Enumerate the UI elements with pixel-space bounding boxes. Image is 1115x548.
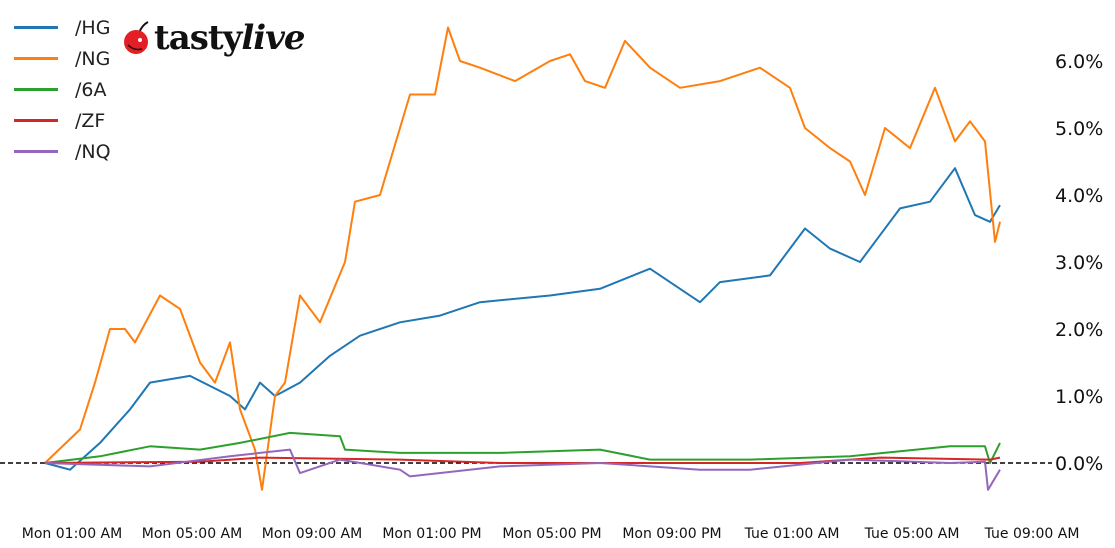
x-tick-label: Tue 05:00 AM [864,526,960,542]
legend-swatch [14,150,58,153]
legend-item-hg: /HG [14,12,111,43]
y-tick-label: 0.0% [1055,453,1103,475]
x-tick-label: Mon 01:00 AM [22,526,122,542]
legend-label: /6A [75,78,107,101]
legend: /HG /NG /6A /ZF /NQ [14,12,111,167]
legend-swatch [14,26,58,29]
y-tick-label: 6.0% [1055,51,1103,73]
y-tick-label: 3.0% [1055,252,1103,274]
legend-item-ng: /NG [14,43,111,74]
y-tick-label: 2.0% [1055,319,1103,341]
x-tick-label: Mon 05:00 AM [142,526,242,542]
legend-label: /NG [75,47,111,70]
x-tick-label: Mon 01:00 PM [382,526,481,542]
logo-text: tastylive [154,18,306,58]
y-tick-label: 1.0% [1055,386,1103,408]
x-tick-label: Mon 05:00 PM [502,526,601,542]
legend-label: /NQ [75,140,111,163]
legend-item-zf: /ZF [14,105,111,136]
series-line-hg [44,167,1001,471]
series-line-zf [44,456,1001,464]
tastylive-logo: tastylive [122,18,306,58]
legend-swatch [14,88,58,91]
series-line-6a [44,431,1001,464]
legend-item-6a: /6A [14,74,111,105]
y-tick-label: 4.0% [1055,185,1103,207]
legend-label: /HG [75,16,111,39]
x-tick-label: Mon 09:00 PM [622,526,721,542]
legend-swatch [14,57,58,60]
series-line-nq [44,448,1001,491]
legend-swatch [14,119,58,122]
x-tick-label: Tue 09:00 AM [984,526,1080,542]
x-tick-label: Tue 01:00 AM [744,526,840,542]
cherry-icon [124,21,149,54]
y-tick-label: 5.0% [1055,118,1103,140]
legend-item-nq: /NQ [14,136,111,167]
legend-label: /ZF [75,109,106,132]
series-line-ng [44,26,1001,491]
x-tick-label: Mon 09:00 AM [262,526,362,542]
